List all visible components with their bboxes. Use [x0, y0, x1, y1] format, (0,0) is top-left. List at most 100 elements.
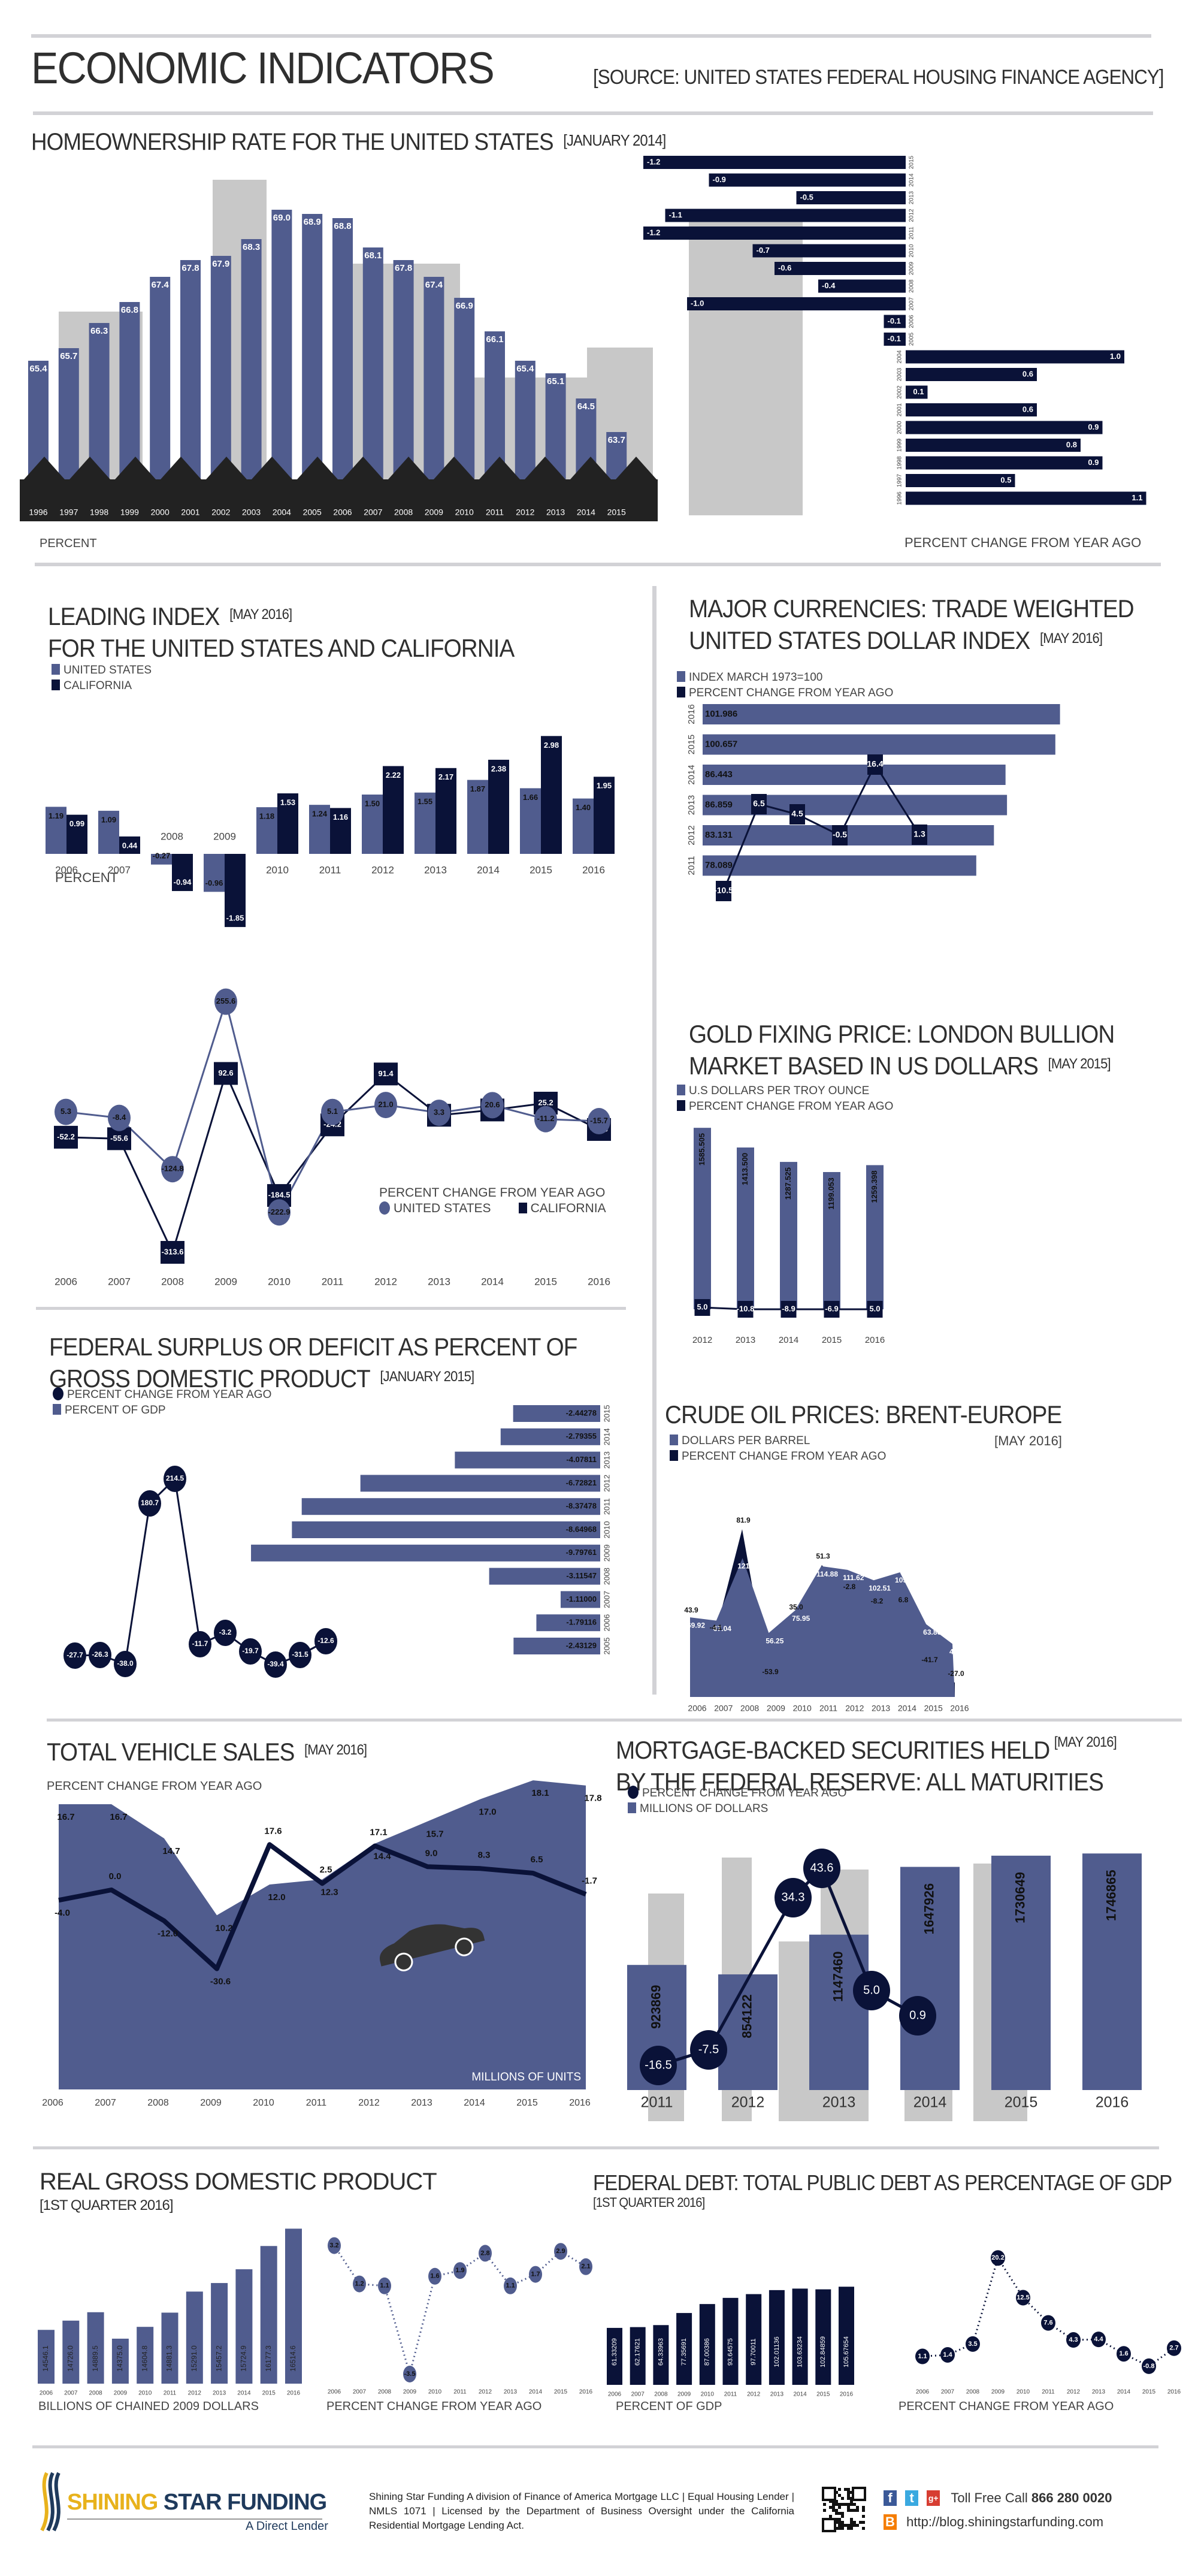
data-point — [534, 1106, 557, 1133]
qr-module — [838, 2503, 841, 2506]
logo-underline — [67, 2518, 322, 2520]
data-label: -10.8 — [737, 1304, 755, 1313]
bar-value-label: -0.7 — [757, 246, 770, 255]
bar — [906, 368, 1037, 381]
bar-value-label: -0.4 — [822, 281, 836, 290]
y-tick-label: 2014 — [686, 765, 697, 784]
data-point — [378, 2277, 391, 2294]
legend-label: MILLIONS OF DOLLARS — [640, 1802, 769, 1815]
house-roof — [525, 457, 565, 479]
bar — [383, 766, 404, 854]
data-point — [403, 2366, 416, 2382]
social-row: f t g+ Toll Free Call 866 280 0020 — [884, 2490, 1112, 2506]
deficit-chart: -2.44278 2015 -2.79355 2014 -4.07811 2013 -6.7… — [63, 1405, 611, 1678]
x-tick-label: 2009 — [213, 831, 236, 842]
bar — [161, 2312, 179, 2384]
series-line — [58, 1842, 587, 1971]
bar — [703, 765, 1006, 785]
oil-date: [MAY 2016] — [994, 1433, 1062, 1448]
data-label: 5.3 — [60, 1107, 71, 1116]
bar — [643, 227, 906, 240]
x-tick-label: 2007 — [353, 2389, 367, 2396]
qr-module — [844, 2524, 847, 2527]
oil-title: CRUDE OIL PRICES: BRENT-EUROPE — [665, 1400, 1062, 1429]
phone-number[interactable]: 866 280 0020 — [1031, 2490, 1112, 2506]
bar-value-label: -0.5 — [800, 192, 813, 201]
bar — [500, 1428, 600, 1445]
divider — [36, 1307, 626, 1310]
bar — [676, 2313, 692, 2385]
data-point — [479, 2245, 492, 2262]
x-tick-label: 2012 — [479, 2389, 492, 2396]
bar-value-label: 86.859 — [705, 799, 733, 810]
legend-label: CALIFORNIA — [530, 1201, 606, 1215]
gold-chart: 1585.505 1413.500 1287.525 1199.053 1259.398… — [692, 1128, 885, 1345]
data-point — [214, 1620, 237, 1646]
qr-module — [829, 2506, 832, 2509]
divider — [31, 34, 1151, 38]
legend-label: PERCENT CHANGE FROM YEAR AGO — [689, 1100, 894, 1113]
vehicles-chart: 16.7 16.7 14.7 10.2 12.0 12.3 14.4 15.7 17.0 18.1… — [42, 1780, 602, 2108]
data-label: 3.2 — [329, 2242, 338, 2249]
google-plus-icon[interactable]: g+ — [927, 2490, 940, 2506]
data-label: -26.3 — [92, 1650, 108, 1659]
data-point — [138, 1490, 161, 1517]
debt-bar-chart: 61.33209 2006 62.17621 2007 64.33963 2008 77.3… — [607, 2287, 854, 2398]
bar-value-label: 65.4 — [516, 364, 534, 374]
blogger-icon[interactable]: B — [884, 2514, 897, 2530]
facebook-icon[interactable]: f — [884, 2490, 897, 2506]
bar — [536, 1614, 600, 1632]
legend-label: INDEX MARCH 1973=100 — [689, 671, 823, 684]
x-tick-label: 2013 — [822, 2094, 856, 2111]
bar-value-label: 61.33209 — [611, 2338, 618, 2366]
data-point — [824, 1301, 840, 1318]
company-logo: SHINING STAR FUNDING A Direct Lender — [36, 2472, 347, 2538]
data-point — [239, 1638, 262, 1665]
x-tick-label: 2007 — [714, 1704, 733, 1713]
bar-value-label: 66.9 — [456, 301, 473, 311]
twitter-icon[interactable]: t — [905, 2490, 919, 2506]
bar-value-label: 68.9 — [304, 217, 321, 227]
data-label: 18.1 — [531, 1788, 549, 1798]
blog-link[interactable]: http://blog.shiningstarfunding.com — [906, 2514, 1104, 2530]
qr-module — [835, 2518, 838, 2521]
data-label: 4.4 — [1094, 2336, 1103, 2343]
bar-value-label: 0.6 — [1022, 369, 1033, 378]
data-point — [716, 881, 731, 901]
data-point — [321, 1098, 344, 1125]
gold-title: GOLD FIXING PRICE: LONDON BULLION MARKET… — [689, 1019, 1115, 1082]
x-tick-label: 2015 — [607, 508, 626, 517]
bar-value-label: 1.18 — [259, 812, 274, 821]
x-tick-label: 2008 — [654, 2391, 668, 2398]
data-point — [1167, 2340, 1181, 2356]
x-tick-label: 2011 — [641, 2094, 673, 2111]
bar-value-label: 86.443 — [705, 769, 733, 780]
data-point — [529, 2266, 542, 2283]
qr-module — [853, 2509, 856, 2512]
legend-dot — [53, 1387, 63, 1400]
y-tick-label: 2007 — [602, 1591, 611, 1608]
legend-item: PERCENT CHANGE FROM YEAR AGO — [53, 1387, 271, 1403]
bar-value-label: -0.96 — [205, 878, 223, 887]
x-tick-label: 2013 — [411, 2098, 432, 2108]
bar-value-label: 1.55 — [418, 797, 432, 806]
data-label: 0.0 — [109, 1871, 122, 1882]
legend-item: DOLLARS PER BARREL — [670, 1433, 886, 1449]
bar — [541, 736, 562, 854]
data-label: -6.9 — [825, 1304, 838, 1313]
bar — [332, 218, 353, 503]
data-label: 56.25 — [766, 1636, 783, 1645]
legend-label: PERCENT CHANGE FROM YEAR AGO — [67, 1388, 272, 1401]
legend-item: PERCENT CHANGE FROM YEAR AGO — [677, 685, 893, 701]
bar-value-label: -1.0 — [691, 298, 704, 307]
data-label: 92.6 — [218, 1068, 233, 1077]
x-tick-label: 2007 — [631, 2391, 645, 2398]
data-label: 1.1 — [918, 2352, 927, 2360]
data-label: -11.7 — [192, 1639, 208, 1648]
data-point — [694, 1299, 710, 1316]
bar — [780, 1162, 797, 1309]
bar-value-label: 102.84859 — [819, 2336, 827, 2367]
x-tick-label: 2015 — [530, 864, 552, 875]
data-point — [832, 825, 848, 845]
qr-code[interactable] — [822, 2487, 866, 2532]
